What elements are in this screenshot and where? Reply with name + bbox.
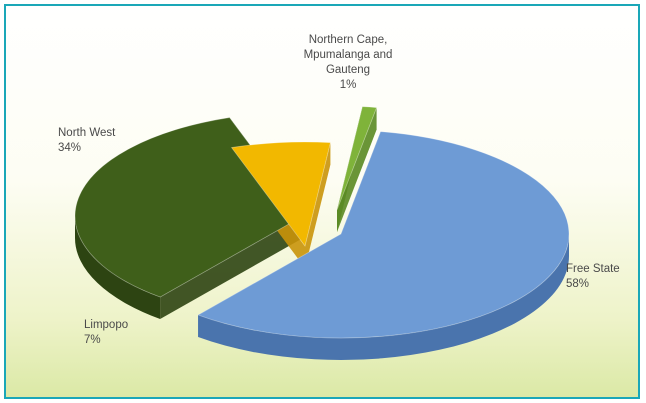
slice-limpopo — [230, 141, 331, 247]
category-label-northern-cape-mpumalanga-and-gauteng: Mpumalanga and — [304, 49, 393, 61]
slice-side-free-state — [198, 234, 569, 360]
slice-side-north-west — [75, 216, 161, 320]
value-label-north-west: 34% — [58, 142, 81, 154]
slice-free-state — [197, 131, 570, 339]
pie-labels: Free State 58% North West 34% Limpopo 7% North… — [58, 34, 620, 346]
slice-face-northern-cape-mpumalanga-and-gauteng-1 — [337, 107, 377, 232]
category-label-limpopo: Limpopo — [84, 319, 128, 331]
pie-chart: Free State 58% North West 34% Limpopo 7% North… — [58, 34, 620, 360]
slice-face-limpopo-1 — [305, 142, 331, 268]
slice-northern-cape-mpumalanga-and-gauteng — [336, 106, 378, 211]
slice-face-north-west-0 — [160, 216, 303, 320]
category-label-north-west: North West — [58, 127, 116, 139]
value-label-northern-cape-mpumalanga-and-gauteng: 1% — [340, 79, 357, 91]
value-label-limpopo: 7% — [84, 334, 101, 346]
chart-frame: Free State 58% North West 34% Limpopo 7% North… — [4, 4, 640, 399]
category-label-free-state: Free State — [566, 263, 620, 275]
pie-tops — [74, 106, 570, 339]
value-label-free-state: 58% — [566, 278, 589, 290]
category-label-northern-cape-mpumalanga-and-gauteng: Gauteng — [326, 64, 370, 76]
category-label-northern-cape-mpumalanga-and-gauteng: Northern Cape, — [309, 34, 388, 46]
